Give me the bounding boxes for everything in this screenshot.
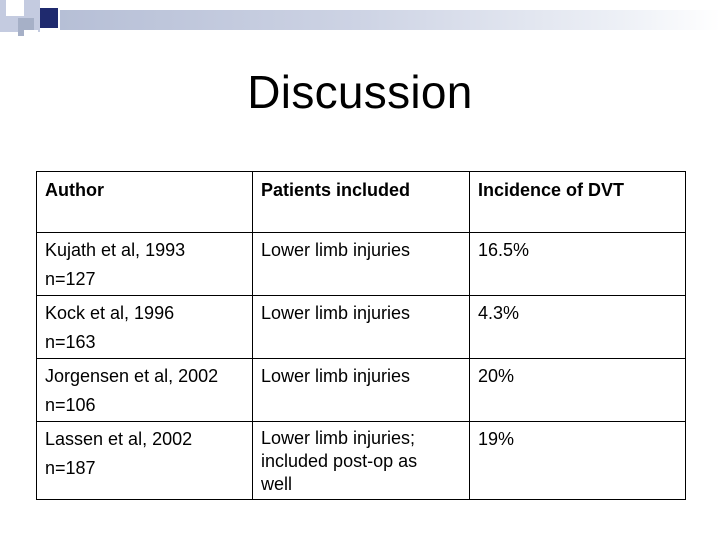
dvt-studies-table: Author Patients included Incidence of DV… xyxy=(36,171,686,500)
patients-line: well xyxy=(261,474,293,494)
incidence-cell: 4.3% xyxy=(469,295,686,359)
table-row: Jorgensen et al, 2002 n=106 Lower limb i… xyxy=(36,358,686,422)
incidence-cell: 20% xyxy=(469,358,686,422)
patients-cell: Lower limb injuries xyxy=(252,232,470,296)
author-name: Jorgensen et al, 2002 xyxy=(45,366,219,386)
sample-size: n=187 xyxy=(45,458,96,478)
decor-square-white xyxy=(6,0,24,16)
patients-line: included post-op as xyxy=(261,451,418,471)
patients-line: Lower limb injuries; xyxy=(261,428,416,448)
table-header-row: Author Patients included Incidence of DV… xyxy=(36,171,686,233)
patients-cell: Lower limb injuries xyxy=(252,358,470,422)
header-incidence: Incidence of DVT xyxy=(469,171,686,233)
header-gradient-bar xyxy=(60,10,720,30)
author-name: Kock et al, 1996 xyxy=(45,303,175,323)
author-cell: Lassen et al, 2002 n=187 xyxy=(36,421,253,500)
incidence-cell: 16.5% xyxy=(469,232,686,296)
table-row: Lassen et al, 2002 n=187 Lower limb inju… xyxy=(36,421,686,500)
sample-size: n=106 xyxy=(45,395,96,415)
author-cell: Kock et al, 1996 n=163 xyxy=(36,295,253,359)
patients-cell: Lower limb injuries; included post-op as… xyxy=(252,421,470,500)
author-name: Lassen et al, 2002 xyxy=(45,429,193,449)
header-author: Author xyxy=(36,171,253,233)
incidence-cell: 19% xyxy=(469,421,686,500)
patients-cell: Lower limb injuries xyxy=(252,295,470,359)
author-cell: Jorgensen et al, 2002 n=106 xyxy=(36,358,253,422)
table-row: Kock et al, 1996 n=163 Lower limb injuri… xyxy=(36,295,686,359)
decor-square-navy xyxy=(40,8,58,28)
slide-title: Discussion xyxy=(247,66,473,118)
author-cell: Kujath et al, 1993 n=127 xyxy=(36,232,253,296)
decor-square-white-small xyxy=(24,30,38,40)
author-name: Kujath et al, 1993 xyxy=(45,240,186,260)
header-patients: Patients included xyxy=(252,171,470,233)
table-row: Kujath et al, 1993 n=127 Lower limb inju… xyxy=(36,232,686,296)
sample-size: n=127 xyxy=(45,269,96,289)
sample-size: n=163 xyxy=(45,332,96,352)
